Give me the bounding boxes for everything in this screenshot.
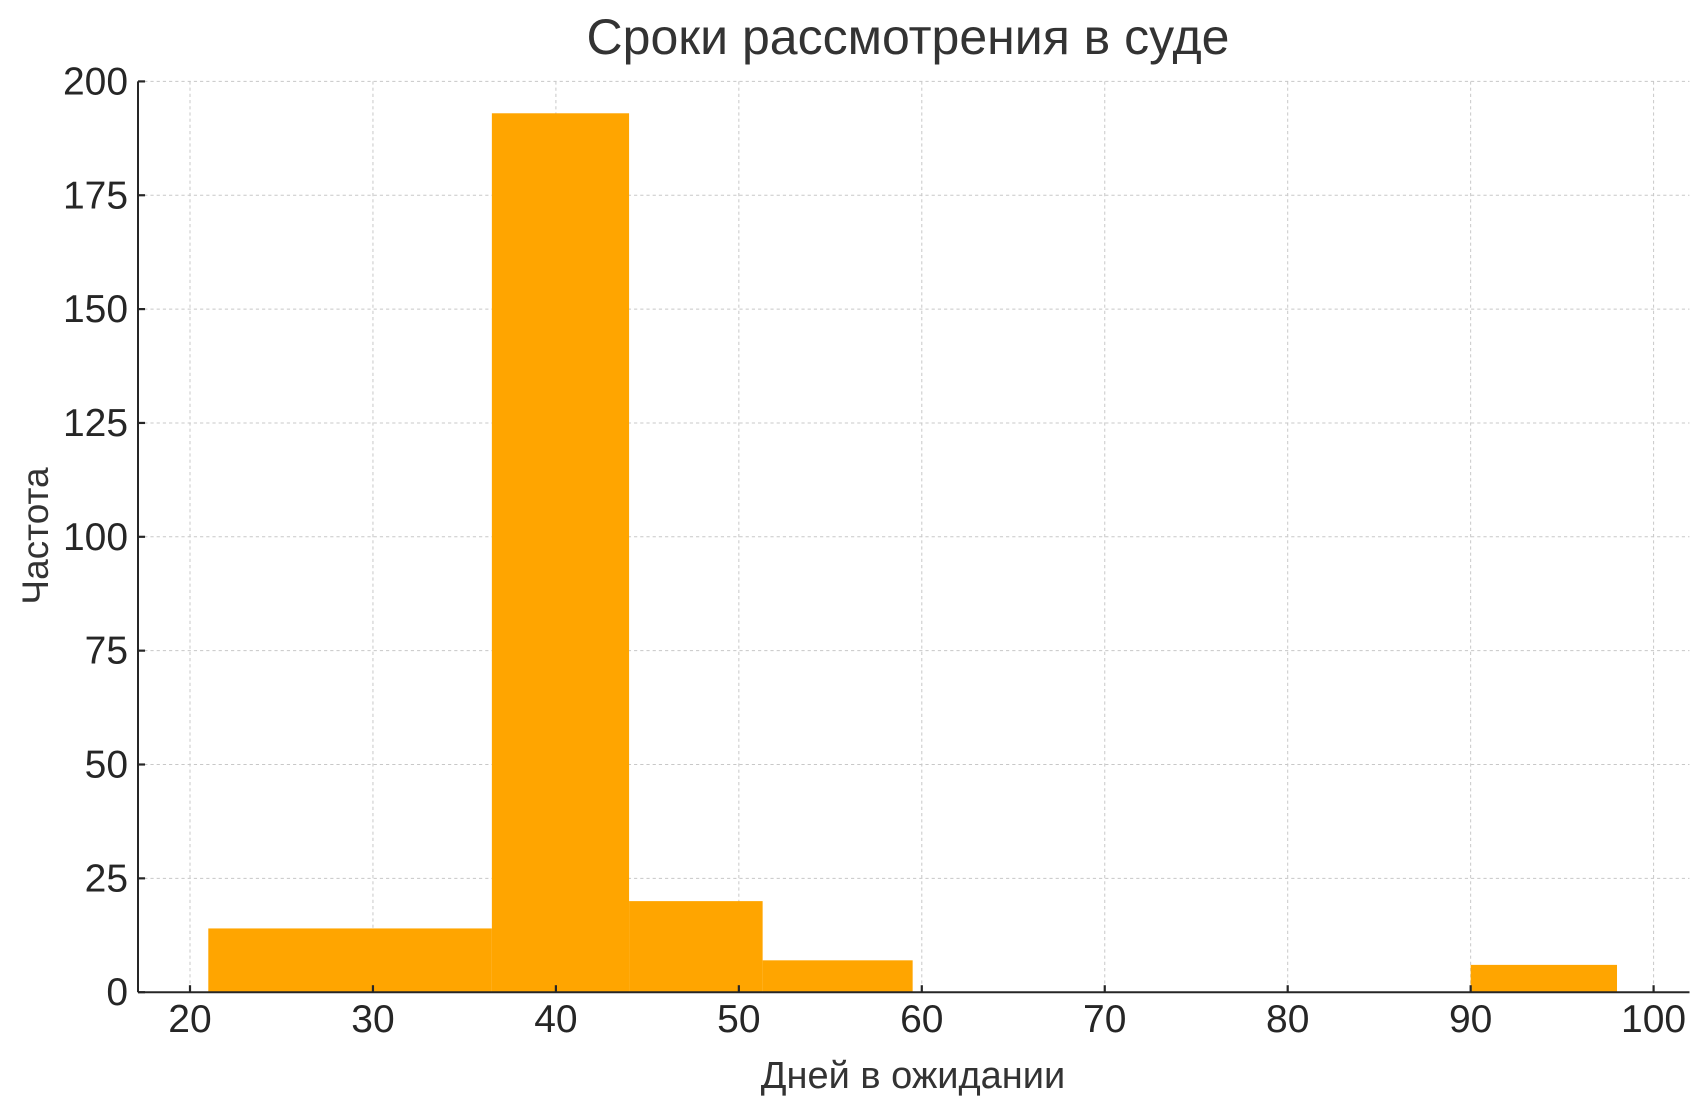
svg-text:80: 80: [1266, 998, 1309, 1041]
svg-text:40: 40: [534, 998, 577, 1041]
svg-text:Частота: Частота: [15, 467, 56, 605]
svg-text:Дней в ожидании: Дней в ожидании: [761, 1055, 1065, 1097]
svg-text:60: 60: [900, 998, 943, 1041]
svg-text:90: 90: [1449, 998, 1492, 1041]
svg-text:70: 70: [1083, 998, 1126, 1041]
svg-text:150: 150: [63, 288, 128, 331]
svg-text:175: 175: [63, 174, 128, 217]
svg-text:50: 50: [717, 998, 760, 1041]
svg-text:125: 125: [63, 402, 128, 445]
svg-text:20: 20: [168, 998, 211, 1041]
svg-text:100: 100: [63, 516, 128, 559]
svg-text:100: 100: [1621, 998, 1686, 1041]
svg-text:Сроки рассмотрения в суде: Сроки рассмотрения в суде: [587, 9, 1230, 65]
svg-text:25: 25: [85, 857, 128, 900]
svg-text:200: 200: [63, 60, 128, 103]
svg-text:30: 30: [351, 998, 394, 1041]
svg-text:0: 0: [106, 971, 128, 1014]
svg-text:50: 50: [85, 744, 128, 787]
svg-text:75: 75: [85, 630, 128, 673]
